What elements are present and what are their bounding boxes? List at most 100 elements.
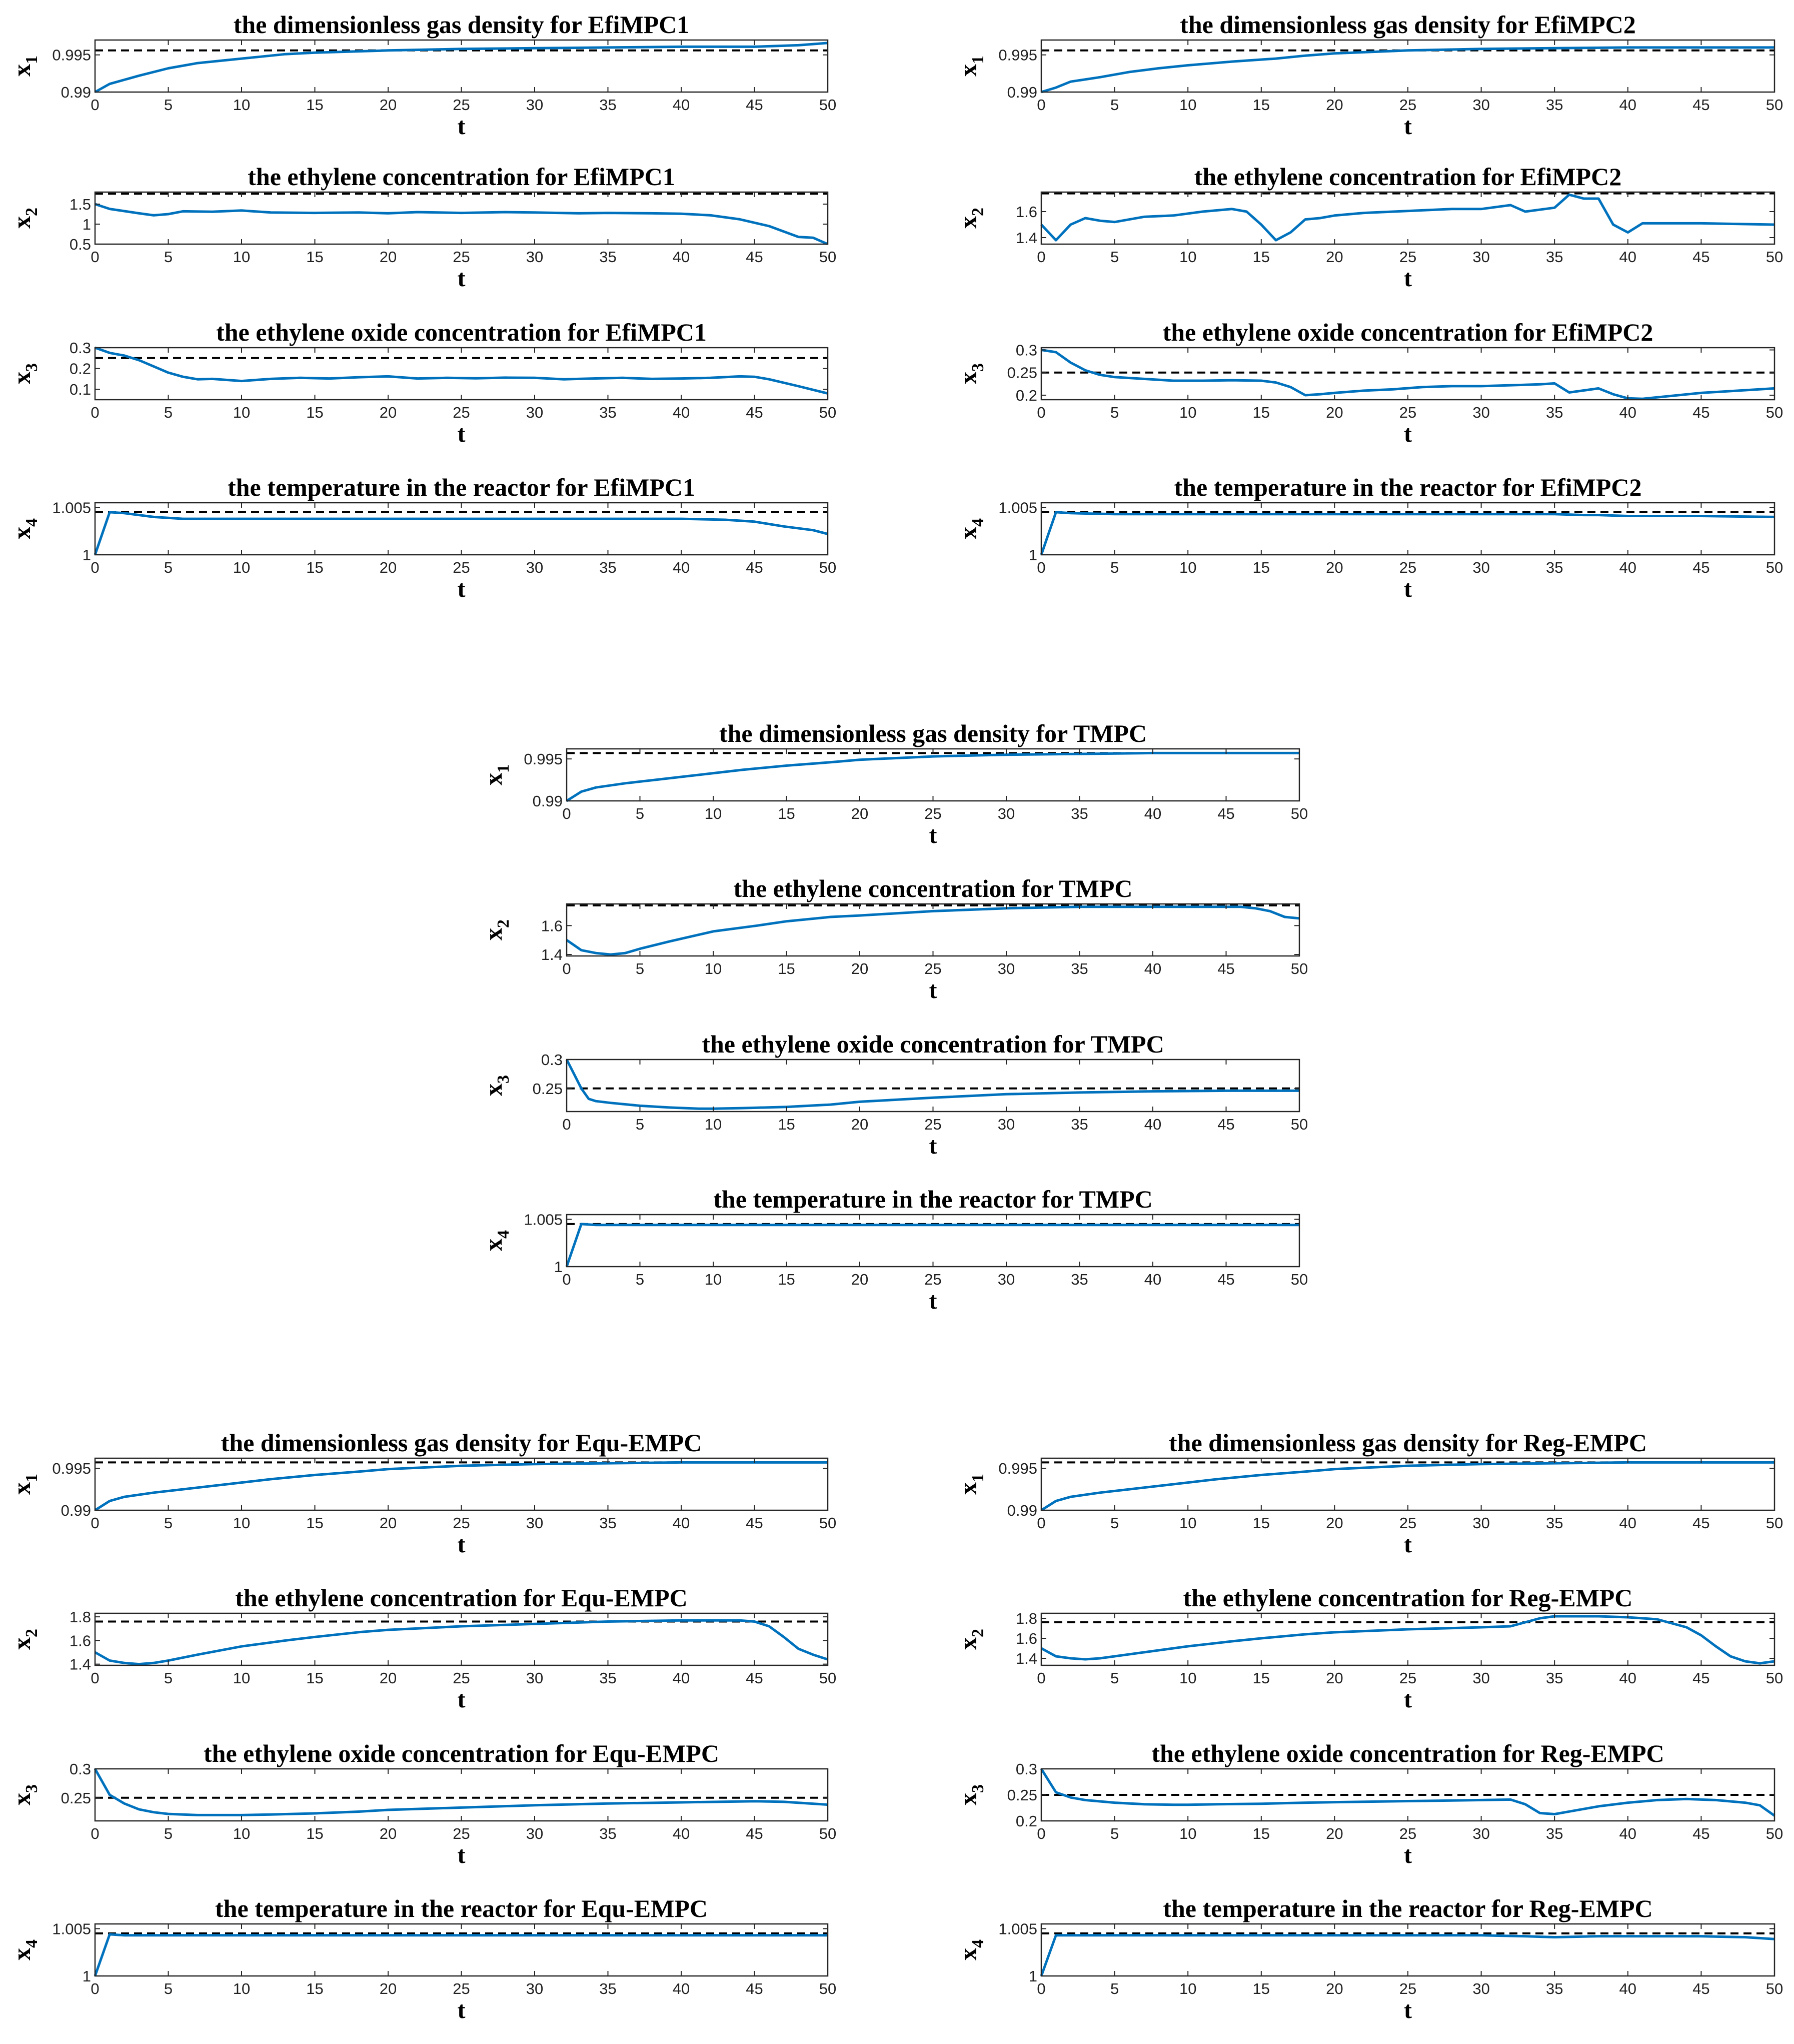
y-tick-label: 1.6 <box>70 1632 91 1649</box>
x-tick-label: 25 <box>1399 1825 1416 1842</box>
x-tick-label: 0 <box>91 1980 99 1997</box>
x-tick-label: 10 <box>1179 559 1196 576</box>
subplot-title: the ethylene oxide concentration for Reg… <box>1151 1739 1664 1767</box>
x-tick-label: 10 <box>233 1980 250 1997</box>
y-axis-label: x1 <box>954 1474 987 1495</box>
y-axis-label: x4 <box>954 518 987 539</box>
y-axis-label-subscript: 4 <box>969 518 987 527</box>
x-tick-label: 0 <box>562 960 571 977</box>
subplot-title: the temperature in the reactor for Reg-E… <box>1163 1894 1652 1922</box>
y-axis-label-main: x <box>954 1637 982 1650</box>
x-tick-label: 10 <box>233 96 250 114</box>
x-tick-label: 35 <box>1071 1116 1088 1133</box>
x-tick-label: 10 <box>1179 404 1196 421</box>
subplot-4: the temperature in the reactor for EfiMP… <box>8 473 836 602</box>
x-tick-label: 20 <box>380 248 397 266</box>
x-tick-label: 45 <box>1692 559 1709 576</box>
x-tick-label: 30 <box>1472 404 1489 421</box>
y-axis-label-subscript: 4 <box>494 1230 513 1239</box>
y-tick-label: 0.99 <box>61 84 91 101</box>
x-tick-label: 35 <box>599 1825 616 1842</box>
x-tick-label: 20 <box>380 1669 397 1687</box>
x-tick-label: 20 <box>1326 1980 1343 1997</box>
x-tick-label: 35 <box>1546 96 1563 114</box>
x-tick-label: 35 <box>1071 1271 1088 1288</box>
x-tick-label: 30 <box>998 960 1015 977</box>
axes-box <box>1040 347 1775 401</box>
y-axis-label: x4 <box>8 1939 41 1960</box>
x-tick-label: 0 <box>91 248 99 266</box>
y-tick-label: 1.4 <box>1016 229 1037 247</box>
x-tick-label: 40 <box>673 559 690 576</box>
y-tick-label: 1.4 <box>70 1656 91 1673</box>
x-tick-label: 50 <box>819 404 836 421</box>
x-tick-label: 35 <box>599 1514 616 1532</box>
x-tick-label: 0 <box>91 404 99 421</box>
subplot-2: the ethylene concentration for EfiMPC1 0 5… <box>8 163 836 292</box>
x-tick-label: 25 <box>453 1825 470 1842</box>
x-tick-label: 20 <box>380 1980 397 1997</box>
subplot-title: the temperature in the reactor for TMPC <box>713 1185 1152 1213</box>
x-tick-label: 5 <box>164 1980 173 1997</box>
x-tick-label: 25 <box>1399 1669 1416 1687</box>
x-tick-label: 0 <box>1037 1980 1045 1997</box>
x-tick-label: 5 <box>164 404 173 421</box>
x-tick-label: 5 <box>164 96 173 114</box>
x-tick-label: 15 <box>306 559 323 576</box>
y-tick-label: 1.005 <box>998 1920 1037 1937</box>
x-tick-label: 5 <box>1110 248 1119 266</box>
x-tick-label: 0 <box>1037 1825 1045 1842</box>
x-tick-label: 10 <box>233 1514 250 1532</box>
x-tick-label: 15 <box>306 1669 323 1687</box>
x-tick-label: 0 <box>1037 1514 1045 1532</box>
x-tick-label: 35 <box>1546 1825 1563 1842</box>
subplot-title: the ethylene concentration for Reg-EMPC <box>1183 1584 1633 1612</box>
x-tick-label: 25 <box>1399 96 1416 114</box>
x-tick-label: 35 <box>1546 1980 1563 1997</box>
x-tick-label: 25 <box>453 1980 470 1997</box>
x-tick-label: 45 <box>746 248 763 266</box>
y-axis-label-main: x <box>479 773 507 785</box>
x-tick-label: 15 <box>778 1271 795 1288</box>
x-tick-label: 15 <box>306 404 323 421</box>
y-axis-label: x2 <box>954 1629 987 1650</box>
y-axis-label-subscript: 3 <box>23 363 41 372</box>
x-tick-label: 0 <box>1037 1669 1045 1687</box>
x-tick-label: 10 <box>1179 1980 1196 1997</box>
subplot-14: the ethylene concentration for Equ-EMPC 0… <box>8 1584 836 1713</box>
x-tick-label: 15 <box>306 1980 323 1997</box>
y-tick-label: 0.99 <box>1007 1502 1037 1519</box>
x-tick-label: 40 <box>1619 559 1636 576</box>
subplot-11: the ethylene oxide concentration for TMP… <box>479 1030 1308 1159</box>
x-tick-label: 5 <box>1110 404 1119 421</box>
x-tick-label: 50 <box>1291 1116 1308 1133</box>
x-tick-label: 15 <box>778 805 795 822</box>
x-tick-label: 45 <box>746 559 763 576</box>
y-tick-label: 0.1 <box>70 381 91 398</box>
x-tick-label: 25 <box>1399 1980 1416 1997</box>
x-tick-label: 45 <box>1692 1980 1709 1997</box>
y-axis-label-subscript: 1 <box>969 1474 987 1482</box>
x-tick-label: 30 <box>998 805 1015 822</box>
x-tick-label: 50 <box>1766 559 1783 576</box>
subplot-title: the ethylene concentration for Equ-EMPC <box>235 1584 688 1612</box>
x-tick-label: 15 <box>306 1825 323 1842</box>
subplot-title: the ethylene concentration for EfiMPC2 <box>1194 163 1621 191</box>
x-tick-label: 20 <box>380 1514 397 1532</box>
x-tick-label: 15 <box>1253 96 1270 114</box>
x-tick-label: 5 <box>164 1825 173 1842</box>
x-tick-label: 30 <box>526 1980 543 1997</box>
x-tick-label: 15 <box>1253 1825 1270 1842</box>
x-tick-label: 5 <box>1110 1514 1119 1532</box>
y-axis-label-subscript: 1 <box>23 1474 41 1482</box>
x-axis-label: t <box>458 1531 466 1558</box>
x-tick-label: 35 <box>599 404 616 421</box>
x-tick-label: 50 <box>1766 248 1783 266</box>
x-tick-label: 50 <box>1291 805 1308 822</box>
x-axis-label: t <box>458 1686 466 1713</box>
x-axis-label: t <box>458 421 466 447</box>
x-tick-label: 10 <box>1179 1669 1196 1687</box>
x-tick-label: 35 <box>599 1980 616 1997</box>
y-axis-label-main: x <box>8 1482 36 1495</box>
x-tick-label: 0 <box>562 1116 571 1133</box>
